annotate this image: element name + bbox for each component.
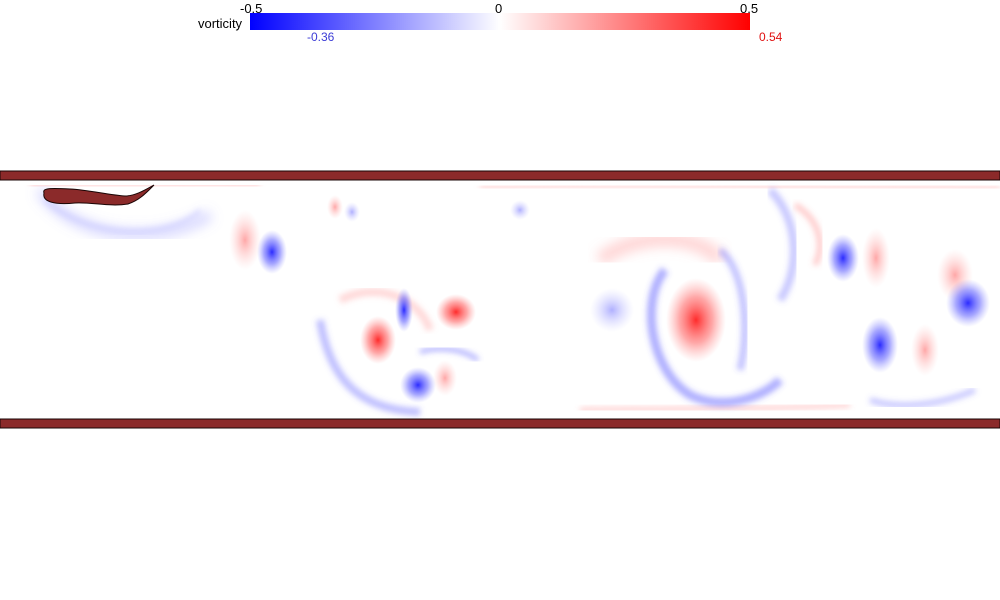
colorbar-data-max: 0.54 [759,30,783,44]
colorbar-gradient [250,13,750,30]
colorbar-title: vorticity [198,16,243,31]
colorbar-tick-max: 0.5 [740,1,759,16]
vorticity-colorbar: vorticity -0.5 0 0.5 -0.36 0.54 [0,0,1000,60]
colorbar-tick-min: -0.5 [240,1,263,16]
top-channel-wall [0,170,1000,181]
colorbar-tick-zero: 0 [495,1,503,16]
vorticity-contours [29,183,1000,416]
colorbar-data-min: -0.36 [307,30,335,44]
bottom-channel-wall [0,418,1000,429]
swimmer-body [43,184,155,206]
